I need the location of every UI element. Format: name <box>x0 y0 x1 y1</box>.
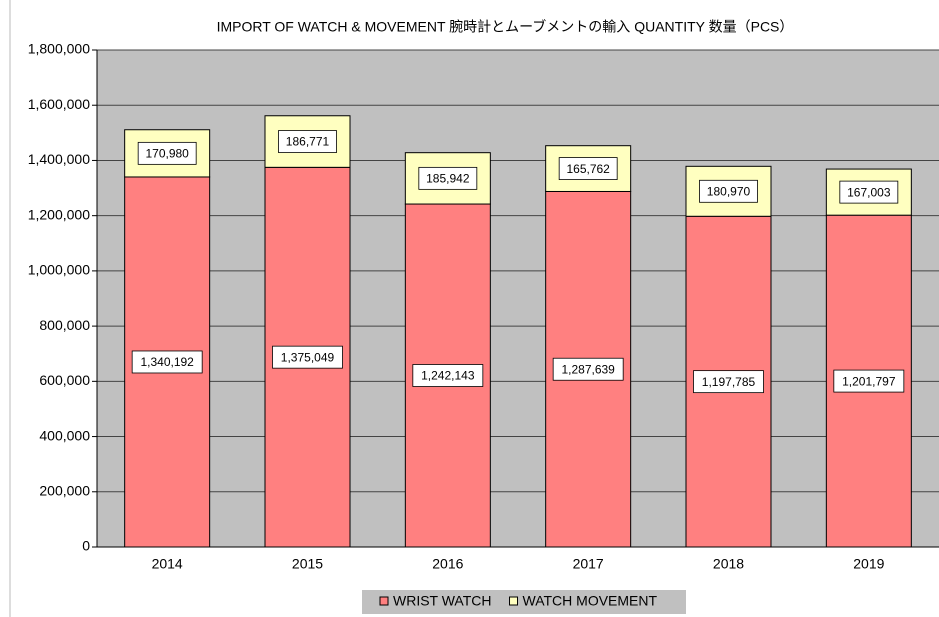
legend-marker <box>379 596 389 606</box>
y-tick-label: 600,000 <box>39 372 90 388</box>
x-tick-label: 2019 <box>853 556 884 572</box>
data-label: 165,762 <box>566 162 610 176</box>
y-tick-label: 1,200,000 <box>28 206 90 222</box>
data-label: 167,003 <box>847 185 891 199</box>
data-label-box <box>552 357 624 381</box>
x-tick-label: 2016 <box>432 556 463 572</box>
data-label: 186,771 <box>286 135 330 149</box>
y-tick-label: 400,000 <box>39 427 90 443</box>
y-tick-label: 0 <box>82 538 90 554</box>
data-label: 1,197,785 <box>702 375 756 389</box>
x-tick-label: 2018 <box>713 556 744 572</box>
data-label: 1,201,797 <box>842 374 896 388</box>
data-label-box <box>839 180 899 204</box>
y-tick-label: 200,000 <box>39 482 90 498</box>
legend-box <box>362 590 686 614</box>
data-label-box <box>418 166 478 190</box>
x-tick-label: 2015 <box>292 556 323 572</box>
data-label-box <box>693 370 764 394</box>
plot-area <box>97 50 939 547</box>
legend-label: WRIST WATCH <box>393 593 492 609</box>
data-label: 1,287,639 <box>561 362 615 376</box>
data-label-box <box>278 130 337 153</box>
legend-label: WATCH MOVEMENT <box>523 593 658 609</box>
data-label-box <box>833 369 905 393</box>
data-label: 1,375,049 <box>281 350 335 364</box>
y-tick-label: 1,800,000 <box>28 41 90 57</box>
data-label-box <box>272 345 343 369</box>
data-label-box <box>137 141 197 165</box>
data-label: 180,970 <box>707 184 751 198</box>
data-label: 185,942 <box>426 172 470 186</box>
y-tick-label: 1,600,000 <box>28 96 90 112</box>
data-label: 1,242,143 <box>421 369 475 383</box>
data-label: 170,980 <box>145 147 189 161</box>
data-label-box <box>412 364 484 387</box>
x-tick-label: 2014 <box>152 556 183 572</box>
data-label-box <box>558 157 618 180</box>
data-label-box <box>699 179 758 203</box>
y-tick-label: 1,400,000 <box>28 151 90 167</box>
chart-title: IMPORT OF WATCH & MOVEMENT 腕時計とムーブメントの輸入… <box>217 19 794 35</box>
y-tick-label: 1,000,000 <box>28 262 90 278</box>
data-label: 1,340,192 <box>140 355 194 369</box>
data-label-box <box>131 350 203 374</box>
x-tick-label: 2017 <box>573 556 604 572</box>
y-tick-label: 800,000 <box>39 317 90 333</box>
legend-marker <box>509 596 519 606</box>
